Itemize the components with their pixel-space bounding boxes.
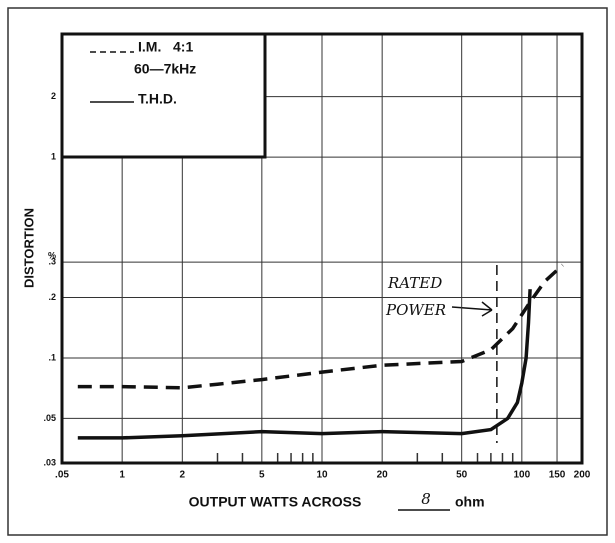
x-tick-label: 1 [119, 470, 125, 481]
legend-label: I.M. 4:1 [138, 39, 193, 55]
y-tick-label: 1 [51, 151, 56, 161]
y-unit: % [48, 250, 56, 260]
x-tick-label: 20 [377, 470, 389, 481]
line-series [77, 263, 564, 390]
y-tick-label: .3 [48, 257, 56, 267]
plot-border [60, 32, 584, 465]
frame [7, 7, 608, 536]
annotation: RATED [387, 274, 442, 292]
y-tick-label: .2 [48, 292, 56, 302]
x-tick-label: 150 [549, 470, 566, 481]
x-axis-label: OUTPUT WATTS ACROSS [189, 494, 362, 510]
load-unit: ohm [455, 494, 485, 510]
y-tick-label: .1 [48, 352, 56, 362]
legend-label: 60—7kHz [134, 61, 196, 77]
x-tick-label: 50 [456, 470, 468, 481]
x-tick-label: 10 [316, 470, 328, 481]
y-tick-label: .05 [43, 413, 56, 423]
annotation: POWER [385, 301, 446, 319]
x-tick-label: 2 [180, 470, 186, 481]
legend [60, 32, 267, 159]
load-value: 8 [421, 490, 431, 508]
y-tick-label: 2 [51, 91, 56, 101]
line-series [77, 289, 532, 440]
x-tick-label: .05 [55, 470, 69, 481]
y-tick-label: .03 [43, 457, 56, 467]
arrow [451, 301, 493, 317]
x-tick-label: 200 [574, 470, 591, 481]
x-tick-label: 5 [259, 470, 265, 481]
legend-label: T.H.D. [138, 91, 177, 107]
x-tick-label: 100 [513, 470, 530, 481]
y-axis-label: DISTORTION [21, 208, 36, 288]
